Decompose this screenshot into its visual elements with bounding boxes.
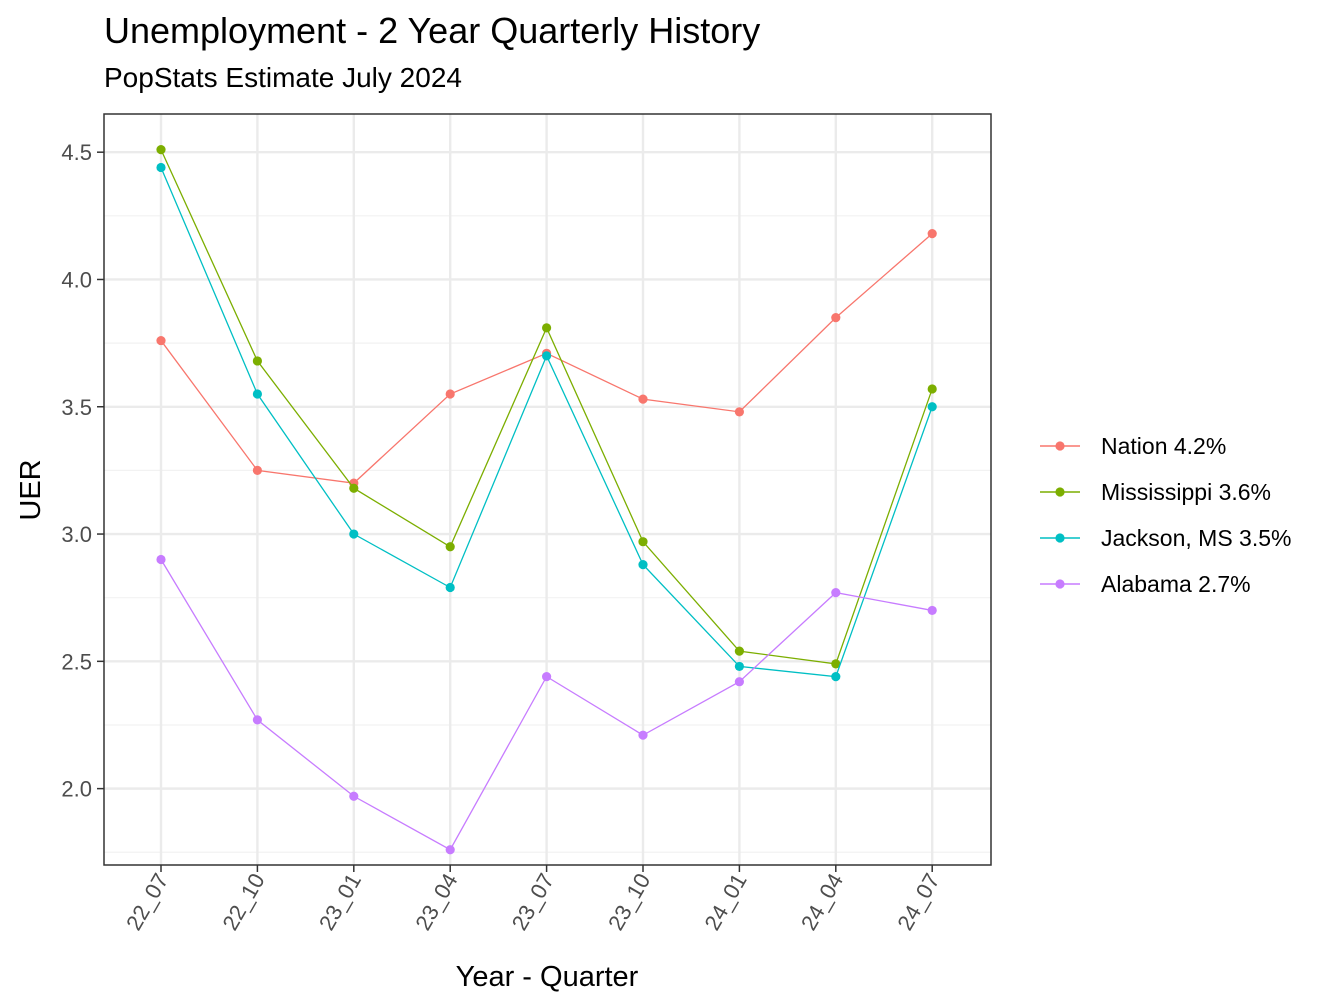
data-point (156, 162, 166, 173)
grid-layer (104, 114, 991, 865)
data-point (252, 389, 262, 399)
data-point (927, 402, 937, 412)
data-point (734, 646, 745, 656)
data-point (445, 542, 455, 552)
data-point (252, 465, 262, 476)
data-point (542, 323, 552, 333)
data-point (831, 672, 841, 682)
x-tick-label: 23_04 (410, 869, 462, 934)
data-point (638, 560, 648, 570)
data-point (927, 384, 937, 394)
x-tick-label: 22_10 (217, 869, 269, 934)
panel-border (103, 113, 992, 866)
data-point (156, 335, 166, 346)
legend-item: Jackson, MS 3.5% (1040, 525, 1291, 551)
data-point (927, 229, 937, 239)
legend-item: Alabama 2.7% (1040, 571, 1251, 597)
y-tick-label: 3.0 (61, 522, 92, 547)
data-point (542, 672, 552, 682)
legend-key-point (1055, 533, 1065, 543)
data-point (831, 659, 841, 669)
x-tick-label: 23_01 (314, 869, 366, 934)
data-point (445, 389, 455, 399)
y-tick-label: 2.0 (61, 777, 92, 802)
legend-label: Alabama 2.7% (1101, 571, 1251, 597)
data-point (349, 483, 359, 493)
x-tick-label: 24_04 (796, 869, 848, 934)
y-tick-label: 4.5 (61, 140, 92, 165)
legend-key-point (1055, 441, 1065, 451)
data-point (349, 791, 359, 801)
series-3 (156, 554, 937, 855)
data-point (638, 730, 648, 740)
x-axis: 22_07 22_10 23_01 23_04 23_07 23_10 24_01 24_04… (121, 865, 945, 934)
series-2 (156, 162, 937, 682)
x-tick-label: 24_07 (892, 869, 944, 934)
legend-label: Nation 4.2% (1101, 433, 1226, 459)
chart-title: Unemployment - 2 Year Quarterly History (104, 10, 761, 51)
data-point (638, 394, 648, 404)
data-point (831, 313, 841, 323)
series-layer (156, 145, 937, 855)
y-tick-label: 4.0 (61, 267, 92, 292)
data-point (734, 407, 745, 417)
legend-item: Mississippi 3.6% (1040, 479, 1271, 505)
y-axis-title: UER (15, 459, 47, 520)
data-point (156, 554, 166, 565)
chart-subtitle: PopStats Estimate July 2024 (104, 62, 462, 93)
data-point (927, 605, 937, 616)
x-tick-label: 22_07 (121, 869, 173, 934)
x-tick-label: 23_10 (603, 869, 655, 934)
y-tick-label: 3.5 (61, 395, 92, 420)
data-point (445, 582, 455, 593)
legend-label: Jackson, MS 3.5% (1101, 525, 1291, 551)
data-point (734, 661, 745, 672)
y-axis: 2.0 2.5 3.0 3.5 4.0 4.5 (61, 140, 104, 802)
data-point (542, 351, 552, 361)
legend-key-point (1055, 579, 1065, 589)
data-point (252, 715, 262, 725)
legend-item: Nation 4.2% (1040, 433, 1226, 459)
data-point (252, 356, 262, 366)
series-1 (156, 145, 937, 669)
x-tick-label: 24_01 (699, 869, 751, 934)
legend-key-point (1055, 487, 1065, 497)
data-point (445, 845, 455, 855)
data-point (156, 145, 166, 155)
data-point (638, 537, 648, 547)
x-axis-title: Year - Quarter (456, 961, 639, 993)
data-point (349, 529, 359, 539)
x-tick-label: 23_07 (507, 869, 559, 934)
legend-label: Mississippi 3.6% (1101, 479, 1271, 505)
data-point (831, 588, 841, 598)
legend: Nation 4.2% Mississippi 3.6% Jackson, MS 3… (1040, 433, 1291, 597)
y-tick-label: 2.5 (61, 649, 92, 674)
data-point (734, 677, 745, 687)
